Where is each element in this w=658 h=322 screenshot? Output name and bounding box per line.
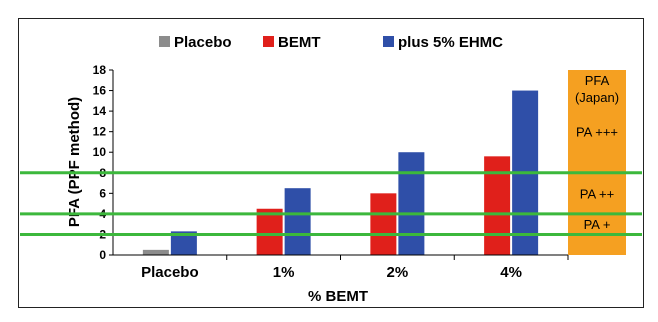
y-tick-label: 14 bbox=[93, 104, 107, 118]
bar-plus-5-ehmc-0 bbox=[170, 231, 197, 255]
x-tick-label: 1% bbox=[273, 264, 295, 281]
x-tick-label: 2% bbox=[387, 264, 409, 281]
legend-label-bemt: BEMT bbox=[278, 34, 321, 51]
legend-swatch-bemt bbox=[263, 36, 274, 47]
y-tick-label: 16 bbox=[93, 84, 107, 98]
legend-label-ehmc: plus 5% EHMC bbox=[398, 34, 503, 51]
panel-title: PFA bbox=[585, 73, 610, 88]
legend-swatch-ehmc bbox=[383, 36, 394, 47]
x-tick-label: 4% bbox=[500, 264, 522, 281]
panel-band-label: PA + bbox=[584, 217, 611, 232]
bar-plus-5-ehmc-1 bbox=[284, 188, 311, 255]
y-tick-label: 12 bbox=[93, 125, 107, 139]
pfa-japan-panel: PFA (Japan) PA +++ PA ++ PA + bbox=[568, 70, 626, 255]
y-tick-label: 6 bbox=[99, 186, 106, 200]
bar-bemt-1 bbox=[256, 208, 283, 255]
panel-band-label: PA +++ bbox=[576, 125, 618, 140]
bar-bemt-3 bbox=[484, 156, 511, 255]
panel-background bbox=[568, 70, 626, 255]
y-axis-title: PFA (PPF method) bbox=[66, 97, 83, 227]
x-tick-label: Placebo bbox=[141, 264, 199, 281]
panel-subtitle: (Japan) bbox=[575, 90, 619, 105]
x-axis-title: % BEMT bbox=[308, 288, 368, 305]
legend-swatch-placebo bbox=[159, 36, 170, 47]
y-tick-label: 0 bbox=[99, 248, 106, 262]
chart-legend: Placebo BEMT plus 5% EHMC bbox=[159, 34, 503, 51]
y-tick-label: 10 bbox=[93, 145, 107, 159]
legend-label-placebo: Placebo bbox=[174, 34, 232, 51]
chart-frame bbox=[18, 18, 644, 308]
y-tick-label: 18 bbox=[93, 63, 107, 77]
bar-plus-5-ehmc-2 bbox=[398, 152, 425, 255]
bar-bemt-2 bbox=[370, 193, 397, 255]
plot-area: 024681012141618Placebo1%2%4% bbox=[20, 63, 642, 281]
panel-band-label: PA ++ bbox=[580, 186, 614, 201]
bar-placebo-0 bbox=[142, 249, 169, 255]
